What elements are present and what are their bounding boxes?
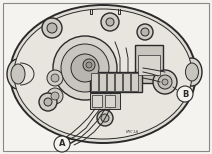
FancyBboxPatch shape: [115, 73, 122, 91]
Text: KMC1A: KMC1A: [125, 130, 138, 134]
Circle shape: [44, 98, 52, 106]
Circle shape: [47, 70, 63, 86]
Ellipse shape: [14, 9, 192, 139]
FancyBboxPatch shape: [90, 72, 142, 92]
Circle shape: [86, 62, 92, 68]
Ellipse shape: [186, 63, 198, 81]
Circle shape: [61, 44, 109, 92]
Circle shape: [137, 24, 153, 40]
FancyBboxPatch shape: [123, 73, 130, 91]
FancyBboxPatch shape: [91, 73, 98, 91]
FancyBboxPatch shape: [105, 95, 115, 107]
Ellipse shape: [7, 59, 29, 89]
Text: A: A: [59, 140, 65, 148]
Ellipse shape: [10, 5, 196, 143]
Circle shape: [53, 36, 117, 100]
FancyBboxPatch shape: [135, 45, 163, 83]
Circle shape: [54, 136, 70, 152]
Circle shape: [47, 23, 57, 33]
Circle shape: [141, 28, 149, 36]
Circle shape: [39, 93, 57, 111]
Circle shape: [51, 74, 59, 82]
Circle shape: [83, 59, 95, 71]
Circle shape: [158, 75, 172, 89]
FancyBboxPatch shape: [131, 73, 138, 91]
Ellipse shape: [182, 58, 202, 86]
Circle shape: [42, 18, 62, 38]
Circle shape: [101, 114, 109, 122]
Circle shape: [47, 88, 63, 104]
FancyBboxPatch shape: [90, 93, 120, 109]
Circle shape: [97, 110, 113, 126]
FancyBboxPatch shape: [92, 95, 102, 107]
Circle shape: [101, 13, 119, 31]
Circle shape: [162, 79, 168, 85]
Text: B: B: [182, 89, 188, 99]
Ellipse shape: [11, 64, 25, 84]
FancyBboxPatch shape: [138, 55, 160, 75]
FancyBboxPatch shape: [3, 3, 209, 151]
Circle shape: [153, 70, 177, 94]
Circle shape: [177, 86, 193, 102]
Circle shape: [71, 54, 99, 82]
FancyBboxPatch shape: [107, 73, 114, 91]
FancyBboxPatch shape: [99, 73, 106, 91]
Circle shape: [51, 92, 59, 100]
Circle shape: [106, 18, 114, 26]
